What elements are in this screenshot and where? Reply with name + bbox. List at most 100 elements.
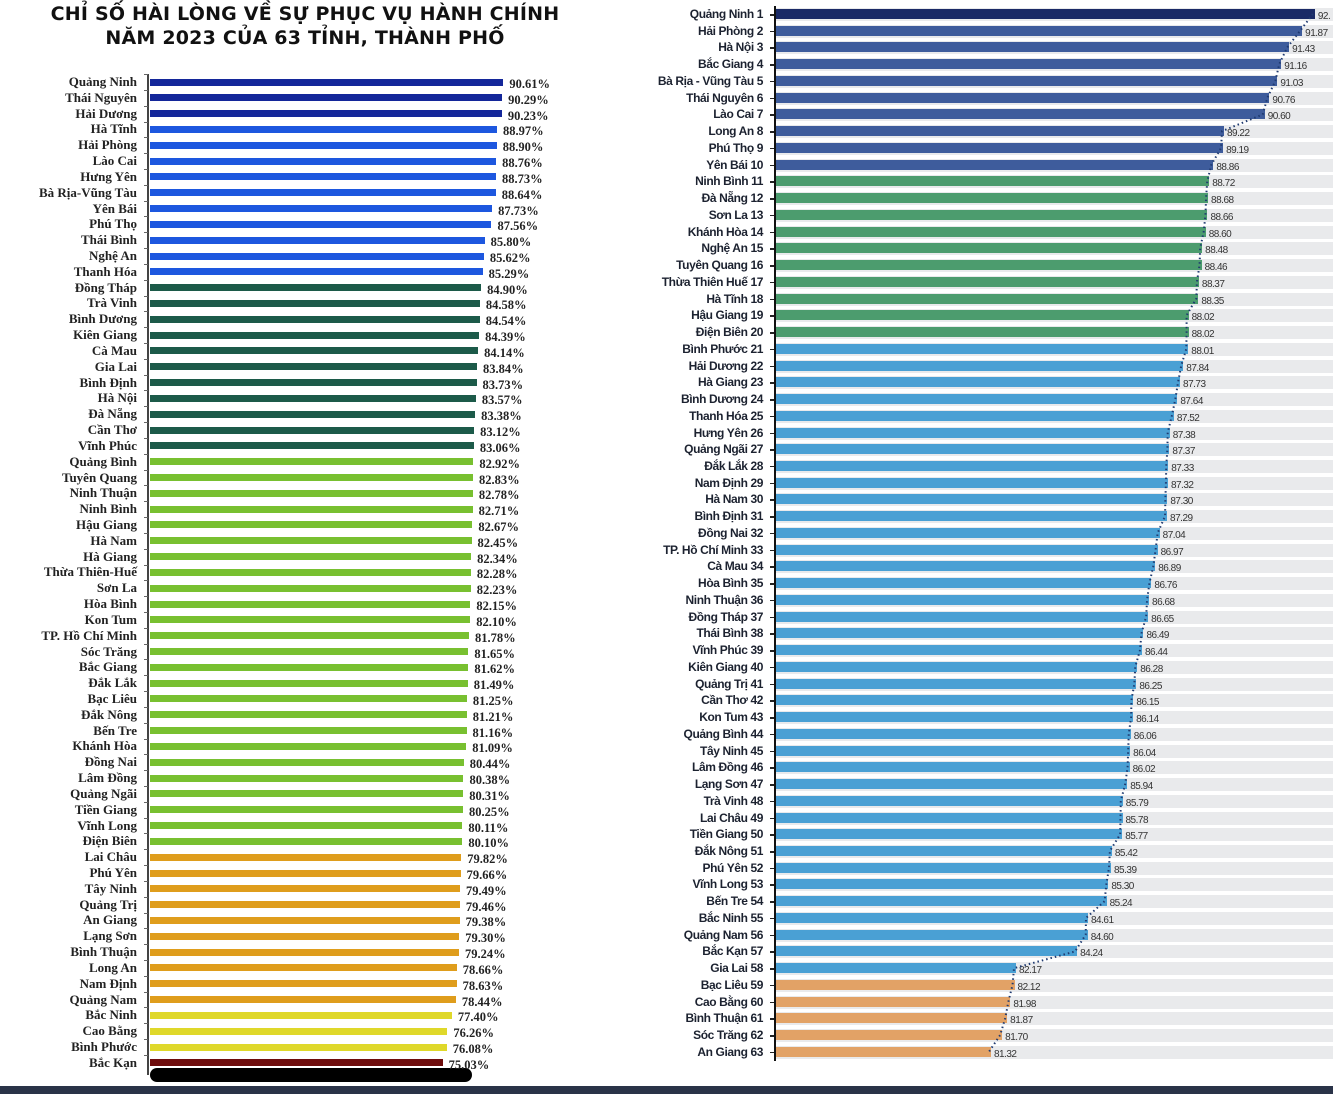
category-label: Hải Dương 22 <box>688 358 764 373</box>
data-label: 79.24% <box>465 947 506 962</box>
bar <box>150 189 496 197</box>
data-label: 84.39% <box>485 330 526 345</box>
category-label: Tiền Giang <box>74 801 137 817</box>
category-label: Sóc Trăng <box>80 643 137 659</box>
category-label: Đắk Lắk <box>88 675 137 691</box>
data-label: 83.38% <box>481 409 522 424</box>
y-tick <box>770 97 774 100</box>
category-label: Hậu Giang 19 <box>691 308 763 323</box>
category-label: Bình Thuận 61 <box>685 1011 764 1026</box>
category-label: Kon Tum <box>84 611 137 627</box>
bar <box>150 426 475 434</box>
bar <box>775 829 1123 840</box>
data-label: 80.10% <box>468 836 509 851</box>
data-label: 79.49% <box>466 883 507 898</box>
y-tick <box>770 951 774 953</box>
bar <box>775 762 1130 773</box>
bar <box>150 458 474 466</box>
bar <box>150 616 471 624</box>
category-label: Lâm Đồng 46 <box>692 760 763 775</box>
data-label: 80.38% <box>469 773 511 788</box>
data-label: 88.01 <box>1191 345 1214 357</box>
bar <box>775 896 1107 907</box>
data-label: 81.62% <box>474 662 515 677</box>
bar <box>775 745 1131 756</box>
bar <box>150 711 467 719</box>
bar <box>775 979 1015 990</box>
data-label: 92. <box>1317 11 1331 22</box>
data-label: 82.71% <box>478 504 520 519</box>
category-label: Quảng Ninh 1 <box>689 7 764 21</box>
data-label: 85.80% <box>490 235 532 250</box>
category-label: Điện Biên 20 <box>695 325 764 340</box>
category-label: Thừa Thiên-Huế <box>43 564 137 580</box>
data-label: 88.02 <box>1191 312 1215 324</box>
y-tick <box>144 1023 148 1025</box>
y-tick <box>144 89 148 91</box>
category-label: Bắc Giang <box>78 659 137 675</box>
data-label: 83.12% <box>480 425 521 440</box>
bar <box>150 110 502 118</box>
bar <box>150 442 474 450</box>
data-label: 90.76 <box>1272 94 1295 106</box>
y-tick <box>770 750 774 753</box>
category-label: Sơn La <box>96 580 137 596</box>
data-label: 88.35 <box>1201 295 1224 307</box>
category-label: Cần Thơ <box>87 422 137 438</box>
y-tick <box>144 564 148 566</box>
data-label: 87.84 <box>1186 362 1209 374</box>
bar <box>150 948 460 956</box>
y-tick <box>144 548 148 550</box>
bar <box>775 343 1189 354</box>
category-label: Ninh Thuận <box>69 485 137 501</box>
data-label: 84.58% <box>485 298 527 313</box>
y-tick <box>770 851 774 853</box>
y-tick <box>770 700 774 702</box>
data-label: 84.90% <box>487 282 528 297</box>
bar <box>150 663 469 671</box>
category-label: Quảng Ngãi 27 <box>684 442 763 457</box>
category-label: Hưng Yên <box>80 168 137 184</box>
category-label: Ninh Thuận 36 <box>685 592 764 607</box>
category-label: Đà Nẵng <box>88 406 137 422</box>
data-label: 88.37 <box>1201 278 1225 290</box>
bar <box>150 885 460 893</box>
category-label: Thái Bình <box>80 232 137 248</box>
data-label: 80.11% <box>468 820 509 835</box>
data-label: 86.14 <box>1136 714 1159 726</box>
y-tick <box>144 944 148 946</box>
category-label: Lai Châu <box>84 849 137 865</box>
bar <box>775 176 1210 187</box>
bar <box>775 912 1088 923</box>
y-tick <box>770 365 774 368</box>
bar <box>775 661 1138 672</box>
bar <box>775 929 1088 940</box>
data-label: 91.16 <box>1284 61 1307 73</box>
footer-band <box>0 1086 1333 1094</box>
category-label: Tiền Giang 50 <box>689 827 764 842</box>
category-label: Phú Yên 52 <box>702 860 764 875</box>
y-tick <box>770 214 774 217</box>
y-tick <box>144 754 148 756</box>
y-tick <box>144 785 148 787</box>
bar <box>150 980 457 988</box>
data-label: 84.54% <box>485 314 527 329</box>
category-label: Kon Tum 43 <box>699 710 763 725</box>
bar <box>150 363 477 371</box>
bar <box>150 679 468 687</box>
data-label: 86.28 <box>1140 663 1163 675</box>
y-tick <box>144 374 148 376</box>
y-tick <box>770 917 774 920</box>
bar <box>775 193 1209 204</box>
bar <box>775 209 1208 220</box>
data-label: 87.29 <box>1170 513 1193 525</box>
y-tick <box>770 432 774 434</box>
category-label: Phú Yên <box>89 865 137 880</box>
trendline-layer <box>988 13 1314 1053</box>
bar <box>775 1046 991 1057</box>
category-label: Hà Tĩnh 18 <box>706 291 763 306</box>
y-tick <box>770 599 774 602</box>
category-label: Trà Vinh <box>87 295 137 311</box>
y-tick <box>144 801 148 803</box>
y-tick <box>144 184 148 186</box>
